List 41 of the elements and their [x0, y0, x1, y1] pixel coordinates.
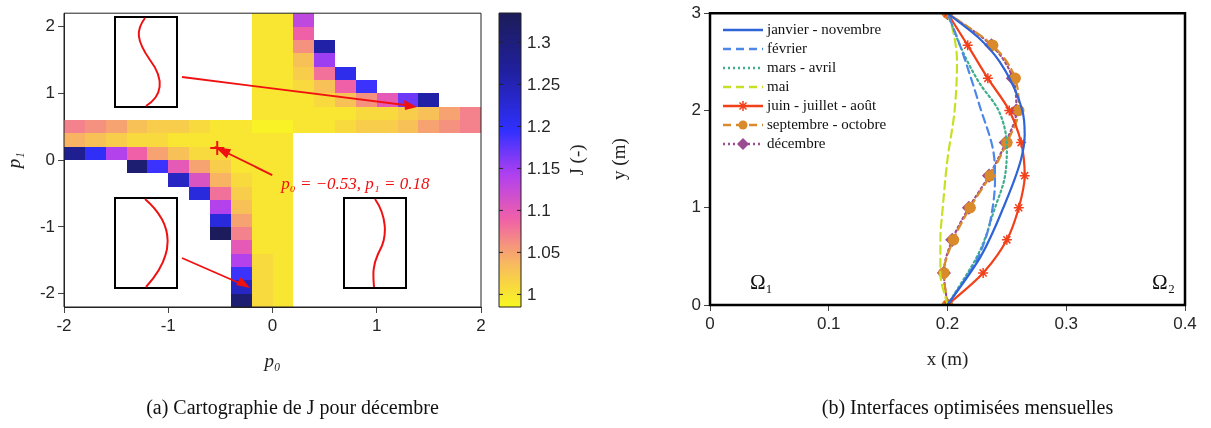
x-tick-label: -1 [160, 315, 176, 335]
color-bar-label: 1.05 [527, 243, 561, 263]
y-axis-title: p₁ [3, 152, 25, 171]
y-tick-label: 2 [691, 100, 701, 120]
y-tick-label: 1 [691, 197, 701, 217]
text: (b) Interfaces optimisées mensuelles [821, 396, 1114, 419]
color-bar-title: J (-) [566, 144, 588, 176]
annotation: Ω₂ [1152, 269, 1175, 294]
x-tick-label: 0 [267, 315, 278, 335]
color-bar-label: 1 [527, 285, 537, 305]
legend-label: septembre - octobre [767, 115, 887, 134]
x-tick-label: 0.2 [935, 313, 960, 333]
x-tick-label: 0.3 [1054, 313, 1079, 333]
x-tick-label: 0.1 [816, 313, 841, 333]
x-tick-label: 2 [476, 315, 486, 335]
y-tick-label: 2 [45, 16, 55, 36]
y-tick-label: 0 [45, 149, 55, 169]
x-axis-title: p₀ [262, 349, 281, 371]
legend-label: décembre [767, 134, 826, 153]
y-axis-title: y (m) [608, 138, 631, 180]
color-bar-label: 1.15 [527, 159, 561, 179]
legend-label: février [767, 39, 807, 58]
y-tick-label: -2 [39, 283, 55, 303]
color-bar-label: 1.1 [527, 201, 551, 221]
x-tick-label: 0.4 [1173, 313, 1197, 333]
y-tick-label: 3 [691, 2, 701, 22]
y-tick-label: 1 [45, 83, 55, 103]
color-bar-label: 1.2 [527, 117, 551, 137]
legend-label: mars - avril [767, 58, 837, 77]
x-tick-label: 0 [705, 313, 715, 333]
color-bar-label: 1.25 [527, 75, 561, 95]
legend-label: juin - juillet - août [767, 96, 877, 115]
annotation: Ω₁ [750, 269, 773, 294]
y-tick-label: 0 [691, 294, 701, 314]
color-bar-label: 1.3 [527, 33, 551, 53]
legend-label: mai [767, 77, 790, 96]
x-tick-label: 1 [372, 315, 382, 335]
legend-label: janvier - novembre [767, 20, 882, 39]
y-tick-label: -1 [39, 216, 55, 236]
text: (a) Cartographie de J pour décembre [146, 396, 439, 419]
x-axis-title: x (m) [926, 347, 969, 370]
